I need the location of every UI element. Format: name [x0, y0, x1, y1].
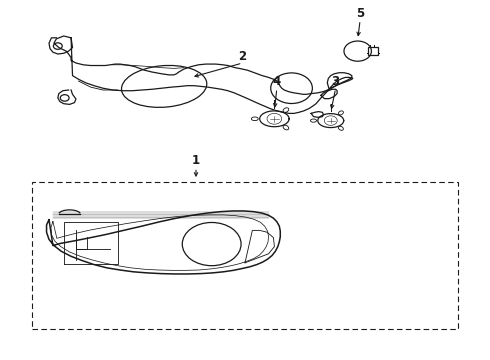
Text: 4: 4 — [273, 75, 281, 88]
Text: 1: 1 — [192, 154, 200, 167]
Text: 2: 2 — [239, 50, 246, 63]
Text: 3: 3 — [332, 75, 340, 88]
Bar — [32, 182, 458, 329]
Text: 5: 5 — [356, 7, 364, 20]
Bar — [368, 47, 378, 55]
